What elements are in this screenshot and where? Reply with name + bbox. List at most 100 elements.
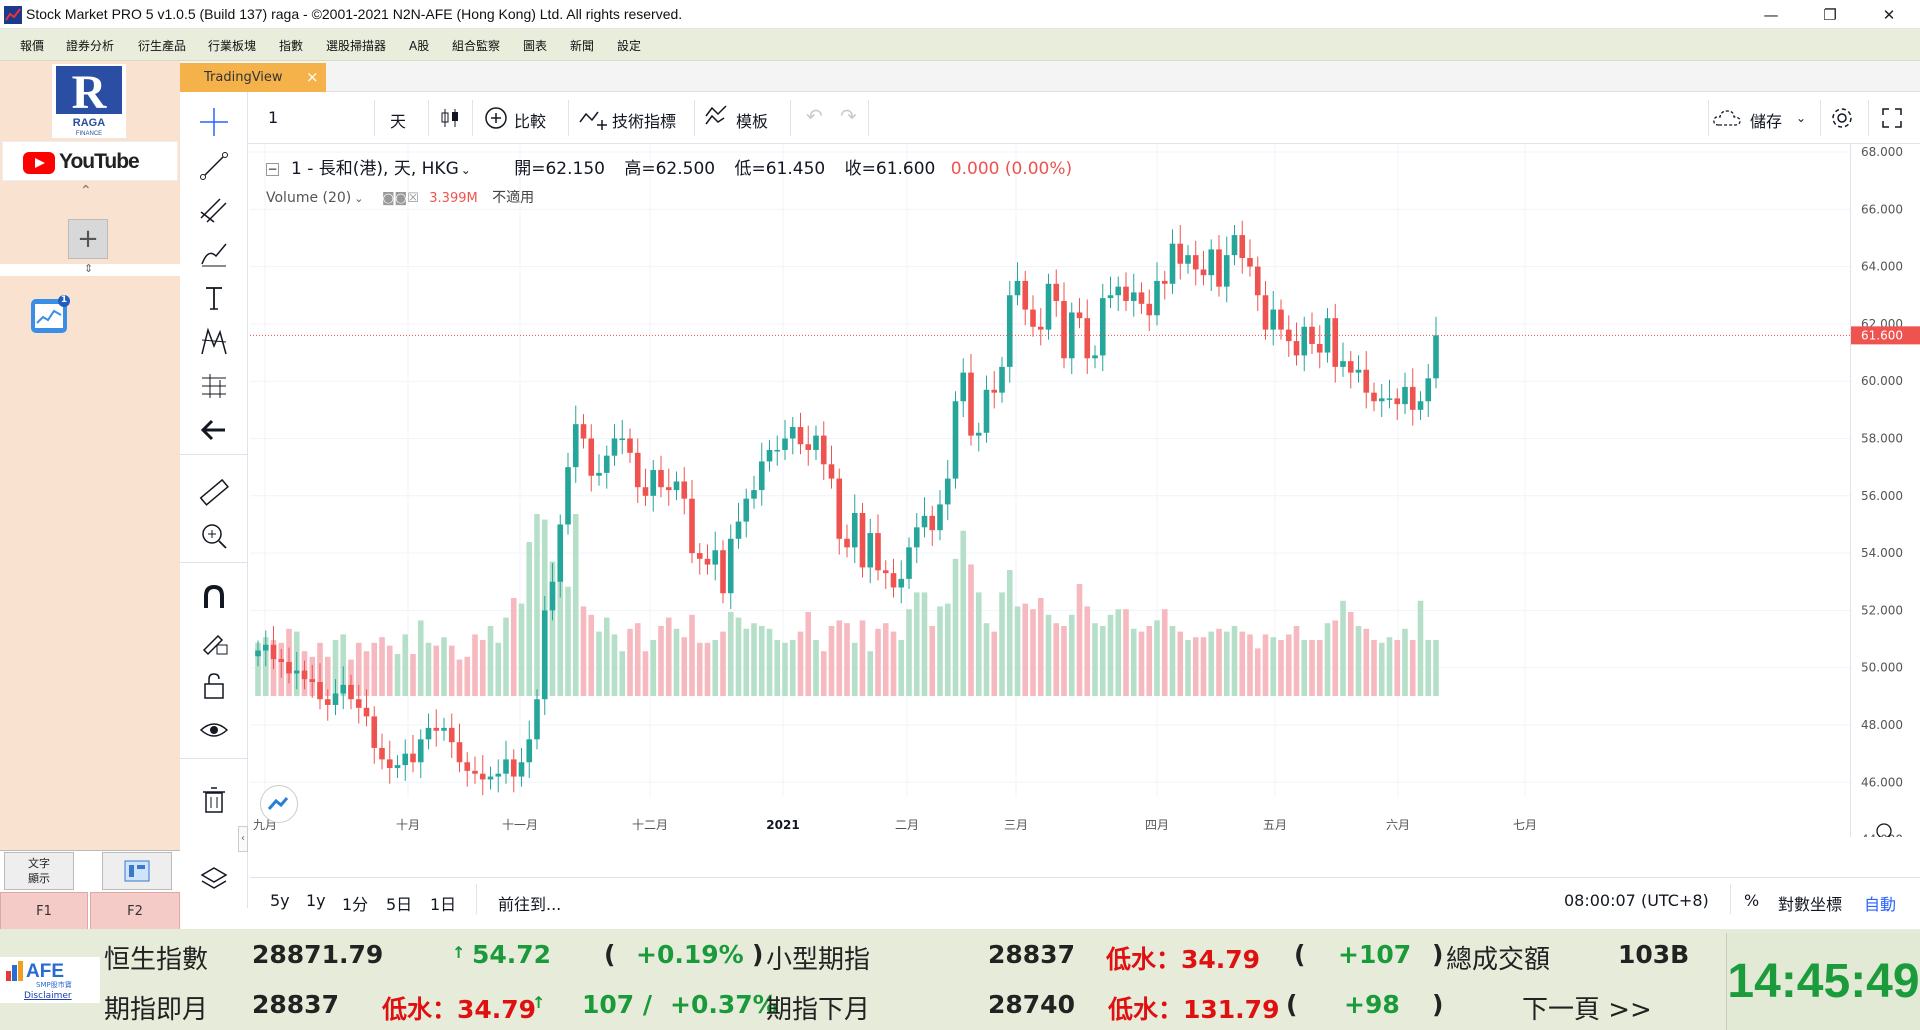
unlock-icon[interactable] [198, 670, 230, 702]
close-window-button[interactable]: ✕ [1882, 5, 1896, 24]
range-5d[interactable]: 5日 [386, 895, 413, 914]
templates-button[interactable]: 模板 [736, 112, 769, 131]
range-1d[interactable]: 1日 [430, 895, 457, 914]
volume-bar [673, 628, 680, 696]
raga-logo[interactable]: R RAGA FINANCE [52, 64, 126, 138]
compare-icon [485, 107, 507, 129]
log-scale-toggle[interactable]: 對數坐標 [1778, 895, 1843, 914]
menu-charts[interactable]: 圖表 [523, 39, 548, 53]
trash-icon[interactable] [198, 784, 230, 816]
eye-icon[interactable] [198, 714, 230, 746]
collapse-legend-icon[interactable]: − [266, 162, 279, 176]
volume-options-icon[interactable]: ◙◙☒ [381, 191, 419, 206]
goto-date-button[interactable]: 前往到... [498, 895, 562, 914]
splitter[interactable]: ⇕ [0, 262, 180, 276]
tradingview-logo[interactable] [260, 785, 298, 823]
prediction-icon[interactable] [198, 370, 230, 402]
indicators-button[interactable]: 技術指標 [612, 112, 677, 131]
fullscreen-icon[interactable] [1880, 106, 1904, 130]
undo-icon[interactable]: ↶ [806, 104, 823, 128]
candle-body [448, 727, 455, 743]
lock-drawings-icon[interactable] [198, 626, 230, 658]
tab-strip [180, 61, 1920, 92]
menu-analysis[interactable]: 證券分析 [66, 39, 115, 53]
candle-type-icon[interactable] [438, 106, 462, 130]
menu-portfolio[interactable]: 組合監察 [452, 39, 501, 53]
volume-bar [696, 642, 703, 696]
menu-a-shares[interactable]: A股 [409, 39, 430, 53]
volume-bar [774, 640, 781, 696]
volume-bar [983, 623, 990, 696]
next-month-value: 28740 [988, 990, 1075, 1019]
candle-body [549, 581, 556, 611]
save-dropdown-icon[interactable]: ⌄ [1796, 111, 1807, 125]
minimize-button[interactable]: — [1763, 5, 1779, 24]
legend-symbol[interactable]: 1 - 長和(港), 天, HKG [291, 159, 459, 179]
range-5y[interactable]: 5y [270, 891, 290, 910]
next-page-button[interactable]: 下一頁 >> [1522, 995, 1652, 1025]
youtube-link[interactable]: YouTube [2, 141, 178, 181]
volume-bar [867, 651, 874, 696]
collapse-up-icon[interactable]: ⌃ [80, 183, 92, 199]
settings-gear-icon[interactable] [1830, 106, 1854, 130]
menu-quotes[interactable]: 報價 [20, 39, 45, 53]
ruler-icon[interactable] [198, 476, 230, 508]
candle-body [503, 759, 509, 774]
menu-settings[interactable]: 設定 [617, 39, 642, 53]
text-display-button[interactable]: 文字 顯示 [4, 852, 74, 890]
candle-body [1239, 235, 1246, 259]
add-panel-button[interactable]: + [68, 219, 108, 259]
auto-scale-toggle[interactable]: 自動 [1864, 895, 1897, 914]
collapse-toolbar-handle[interactable]: ‹ [238, 826, 248, 852]
volume-bar [1247, 634, 1253, 696]
timezone-label[interactable]: 08:00:07 (UTC+8) [1564, 891, 1709, 910]
brush-icon[interactable] [198, 238, 230, 270]
interval-button[interactable]: 天 [390, 112, 407, 131]
price-scale[interactable]: 68.00066.00064.00062.00061.60060.00058.0… [1850, 144, 1920, 837]
volume-bar [526, 542, 533, 696]
up-arrow-icon: ↑ [452, 943, 466, 962]
tab-tradingview[interactable]: TradingView × [180, 63, 326, 92]
text-tool-icon[interactable] [198, 282, 230, 314]
trend-line-icon[interactable] [198, 150, 230, 182]
restore-button[interactable]: ❐ [1823, 5, 1837, 24]
back-arrow-icon[interactable] [198, 414, 230, 446]
chart-shortcut[interactable]: 1 [30, 295, 70, 335]
price-chart[interactable]: 九月 十月 十一月 十二月 2021 二月 三月 四月 五月 六月 七月 [250, 144, 1850, 837]
menu-screener[interactable]: 選股掃描器 [326, 39, 387, 53]
candle-body [944, 478, 951, 505]
volume-bar [999, 592, 1005, 696]
candle-body [712, 550, 719, 565]
save-button[interactable]: 儲存 [1750, 112, 1783, 131]
crosshair-icon[interactable] [198, 106, 230, 138]
volume-bar [1231, 626, 1238, 696]
pattern-icon[interactable] [198, 326, 230, 358]
tab-close-icon[interactable]: × [306, 68, 319, 86]
candle-body [1037, 326, 1044, 330]
f1-button[interactable]: F1 [0, 892, 88, 930]
menu-derivatives[interactable]: 衍生產品 [138, 39, 187, 53]
symbol-input[interactable]: 1 [268, 108, 279, 127]
volume-bar [1347, 612, 1354, 696]
f2-button[interactable]: F2 [90, 892, 180, 930]
percent-toggle[interactable]: % [1744, 891, 1760, 910]
magnet-icon[interactable] [198, 582, 230, 614]
compare-button[interactable]: 比較 [514, 112, 547, 131]
candle-body [293, 670, 300, 674]
layout-button[interactable] [102, 852, 172, 890]
range-1y[interactable]: 1y [306, 891, 326, 910]
range-1min[interactable]: 1分 [342, 895, 369, 914]
disclaimer-link[interactable]: Disclaimer [24, 991, 72, 1001]
fib-tool-icon[interactable] [198, 194, 230, 226]
volume-label[interactable]: Volume (20) [266, 190, 352, 206]
menu-sectors[interactable]: 行業板塊 [208, 39, 257, 53]
candle-body [991, 389, 998, 393]
layers-icon[interactable] [198, 864, 230, 896]
redo-icon[interactable]: ↷ [840, 104, 857, 128]
menu-index[interactable]: 指數 [279, 39, 304, 53]
zoom-in-icon[interactable] [198, 520, 230, 552]
candle-body [1363, 369, 1370, 393]
menu-news[interactable]: 新聞 [570, 39, 595, 53]
afe-logo[interactable]: AFE SMP股市寶 Disclaimer [0, 957, 100, 1003]
volume-bar [355, 642, 362, 696]
